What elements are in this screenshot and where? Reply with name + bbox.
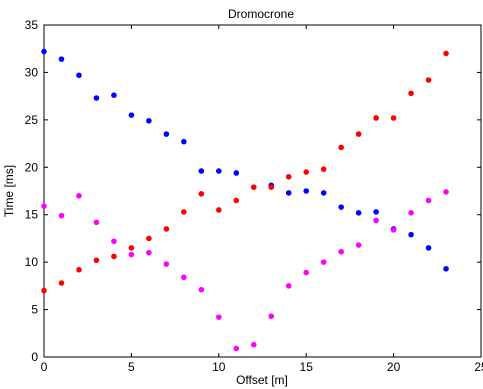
chart-title: Dromocrone bbox=[228, 7, 294, 21]
data-point-series-1 bbox=[338, 204, 344, 210]
data-point-series-3 bbox=[285, 283, 292, 289]
data-point-series-1 bbox=[216, 168, 222, 174]
data-point-series-3 bbox=[128, 251, 135, 258]
data-point-series-1 bbox=[146, 118, 152, 124]
data-point-series-1 bbox=[443, 265, 449, 272]
data-point-series-3 bbox=[355, 242, 362, 248]
data-point-series-3 bbox=[373, 217, 379, 224]
data-point-series-2 bbox=[390, 115, 397, 121]
data-point-series-2 bbox=[58, 280, 65, 286]
data-point-series-2 bbox=[373, 115, 379, 121]
data-point-series-3 bbox=[198, 286, 205, 293]
data-point-series-1 bbox=[425, 245, 432, 251]
data-point-series-1 bbox=[93, 95, 100, 101]
data-point-series-2 bbox=[111, 253, 117, 260]
y-axis-label: Time [ms] bbox=[2, 165, 16, 217]
data-point-series-1 bbox=[76, 72, 82, 79]
plot-area bbox=[43, 24, 482, 358]
data-point-series-2 bbox=[355, 131, 362, 137]
data-point-series-2 bbox=[163, 226, 170, 232]
data-point-series-3 bbox=[303, 269, 310, 276]
data-point-series-3 bbox=[233, 345, 240, 352]
axis-ticks: 0 5 10 15 20 25 0 5 10 15 20 25 30 35 bbox=[25, 18, 483, 374]
data-point-series-3 bbox=[111, 238, 117, 245]
data-point-series-2 bbox=[443, 50, 449, 57]
data-point-series-1 bbox=[58, 56, 65, 62]
data-point-series-2 bbox=[250, 184, 257, 191]
data-point-series-2 bbox=[76, 266, 82, 273]
data-point-series-2 bbox=[320, 166, 327, 172]
x-tick-label: 25 bbox=[474, 360, 483, 374]
x-tick-label: 20 bbox=[387, 360, 401, 374]
y-tick-label: 10 bbox=[25, 255, 39, 269]
data-point-series-1 bbox=[303, 188, 310, 194]
data-point-series-3 bbox=[93, 219, 100, 226]
y-tick-label: 0 bbox=[31, 350, 38, 364]
data-point-series-2 bbox=[198, 191, 205, 197]
data-point-series-1 bbox=[355, 210, 362, 216]
x-tick-label: 0 bbox=[41, 360, 48, 374]
data-point-series-3 bbox=[250, 341, 257, 348]
data-point-series-3 bbox=[408, 210, 414, 216]
data-point-series-1 bbox=[373, 209, 379, 215]
data-point-series-3 bbox=[58, 212, 65, 219]
y-tick-label: 5 bbox=[31, 303, 38, 317]
data-point-series-2 bbox=[128, 245, 135, 251]
data-point-series-2 bbox=[233, 197, 240, 204]
data-point-series-3 bbox=[216, 314, 222, 320]
data-point-series-3 bbox=[320, 259, 327, 265]
y-tick-label: 35 bbox=[25, 18, 39, 32]
data-point-series-2 bbox=[285, 173, 292, 180]
data-point-series-3 bbox=[76, 192, 82, 199]
data-point-series-2 bbox=[41, 287, 47, 294]
data-point-series-3 bbox=[443, 189, 449, 195]
x-tick-label: 10 bbox=[212, 360, 226, 374]
x-axis-label: Offset [m] bbox=[236, 373, 288, 387]
data-point-series-1 bbox=[320, 190, 327, 196]
x-tick-label: 15 bbox=[300, 360, 314, 374]
data-point-series-2 bbox=[268, 184, 275, 191]
data-point-series-1 bbox=[198, 168, 205, 174]
data-point-series-2 bbox=[216, 207, 222, 213]
data-point-series-2 bbox=[338, 144, 344, 151]
data-point-series-1 bbox=[111, 92, 117, 98]
data-point-series-1 bbox=[128, 112, 135, 118]
data-points bbox=[41, 48, 449, 352]
data-point-series-1 bbox=[41, 48, 47, 55]
data-point-series-1 bbox=[181, 138, 187, 145]
data-point-series-3 bbox=[41, 203, 47, 209]
data-point-series-3 bbox=[163, 261, 170, 267]
data-point-series-2 bbox=[408, 90, 414, 97]
data-point-series-2 bbox=[93, 257, 100, 264]
data-point-series-3 bbox=[425, 197, 432, 204]
y-tick-label: 20 bbox=[25, 160, 39, 174]
y-tick-label: 30 bbox=[25, 65, 39, 79]
y-tick-label: 25 bbox=[25, 113, 39, 127]
data-point-series-3 bbox=[268, 313, 275, 320]
data-point-series-3 bbox=[390, 227, 397, 233]
data-point-series-2 bbox=[181, 209, 187, 215]
data-point-series-1 bbox=[408, 231, 414, 238]
data-point-series-1 bbox=[163, 131, 170, 137]
data-point-series-3 bbox=[146, 249, 152, 256]
data-point-series-2 bbox=[146, 235, 152, 242]
data-point-series-2 bbox=[425, 77, 432, 83]
data-point-series-1 bbox=[285, 190, 292, 196]
data-point-series-2 bbox=[303, 169, 310, 175]
y-tick-label: 15 bbox=[25, 208, 39, 222]
data-point-series-3 bbox=[338, 248, 344, 255]
x-tick-label: 5 bbox=[128, 360, 135, 374]
data-point-series-1 bbox=[233, 170, 240, 176]
data-point-series-3 bbox=[181, 274, 187, 281]
